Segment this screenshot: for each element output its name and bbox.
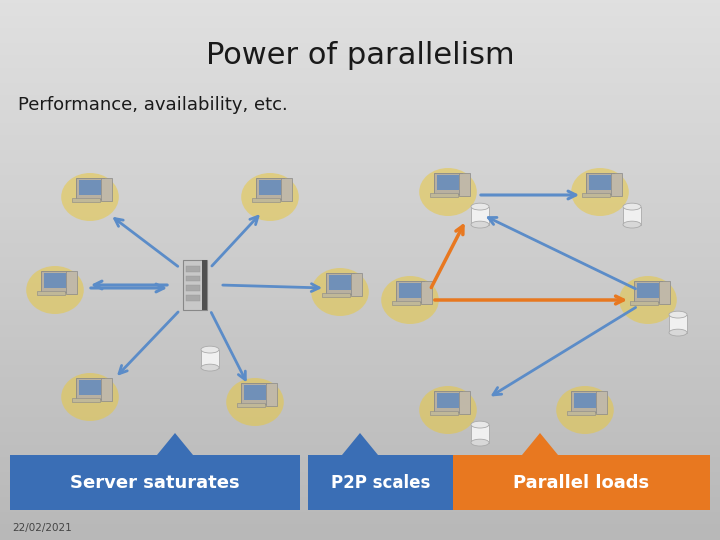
Bar <box>586 173 613 194</box>
Bar <box>459 392 469 414</box>
Bar <box>399 282 421 298</box>
Bar <box>351 273 361 296</box>
Bar <box>259 180 281 194</box>
Text: Parallel loads: Parallel loads <box>513 474 649 491</box>
Bar <box>434 173 462 194</box>
Ellipse shape <box>619 276 677 324</box>
Bar <box>266 383 276 406</box>
Bar <box>392 301 420 305</box>
Ellipse shape <box>226 378 284 426</box>
Bar <box>73 398 99 402</box>
Bar <box>459 173 469 196</box>
Bar <box>611 173 621 196</box>
Bar <box>184 260 207 310</box>
Bar <box>589 174 611 190</box>
Bar <box>631 301 657 305</box>
Bar <box>76 178 104 199</box>
Bar <box>434 392 462 412</box>
Bar <box>397 281 423 302</box>
Bar <box>73 198 99 202</box>
Bar <box>37 291 65 295</box>
Ellipse shape <box>201 346 219 353</box>
Bar <box>253 198 279 202</box>
Bar <box>79 180 101 194</box>
Bar <box>308 455 453 510</box>
Bar <box>453 455 710 510</box>
Bar <box>437 393 459 408</box>
Ellipse shape <box>623 203 641 210</box>
Bar <box>186 275 200 281</box>
Bar <box>431 193 458 197</box>
Ellipse shape <box>669 311 687 318</box>
Bar <box>42 272 68 292</box>
Polygon shape <box>157 433 193 455</box>
Ellipse shape <box>241 173 299 221</box>
Bar <box>44 273 66 288</box>
Bar <box>202 260 207 310</box>
Bar <box>471 207 489 225</box>
Bar <box>10 455 300 510</box>
Text: Server saturates: Server saturates <box>70 474 240 491</box>
Bar <box>623 207 641 225</box>
Bar <box>238 403 265 407</box>
Bar <box>76 379 104 399</box>
Bar <box>79 380 101 395</box>
Bar <box>596 392 607 414</box>
Bar <box>326 273 354 294</box>
Bar <box>329 275 351 289</box>
Bar <box>186 285 200 291</box>
Ellipse shape <box>471 439 489 446</box>
Bar <box>634 281 662 302</box>
Bar <box>669 315 687 333</box>
Bar <box>282 178 292 201</box>
Bar <box>660 281 670 304</box>
Ellipse shape <box>311 268 369 316</box>
Text: 22/02/2021: 22/02/2021 <box>12 523 72 533</box>
Ellipse shape <box>571 168 629 216</box>
Ellipse shape <box>201 364 219 371</box>
Ellipse shape <box>419 386 477 434</box>
Ellipse shape <box>669 329 687 336</box>
Bar <box>256 178 284 199</box>
Bar <box>574 393 596 408</box>
Bar <box>431 411 458 415</box>
Bar <box>437 174 459 190</box>
Bar <box>567 411 595 415</box>
Bar <box>572 392 598 412</box>
Text: Performance, availability, etc.: Performance, availability, etc. <box>18 96 288 114</box>
Bar <box>323 293 350 298</box>
Bar <box>102 178 112 201</box>
Text: Power of parallelism: Power of parallelism <box>206 40 514 70</box>
Bar <box>471 424 489 443</box>
Polygon shape <box>522 433 558 455</box>
Bar <box>582 193 610 197</box>
Bar <box>102 379 112 401</box>
Text: P2P scales: P2P scales <box>330 474 430 491</box>
Ellipse shape <box>471 221 489 228</box>
Ellipse shape <box>419 168 477 216</box>
Polygon shape <box>342 433 378 455</box>
Ellipse shape <box>471 421 489 428</box>
Bar <box>241 383 269 404</box>
Bar <box>186 295 200 301</box>
Ellipse shape <box>26 266 84 314</box>
Bar <box>66 272 76 294</box>
Bar <box>244 384 266 400</box>
Bar <box>637 282 659 298</box>
Ellipse shape <box>381 276 438 324</box>
Ellipse shape <box>61 373 119 421</box>
Bar <box>201 349 219 368</box>
Ellipse shape <box>623 221 641 228</box>
Bar <box>421 281 432 304</box>
Ellipse shape <box>471 203 489 210</box>
Ellipse shape <box>61 173 119 221</box>
Bar <box>186 266 200 272</box>
Ellipse shape <box>557 386 613 434</box>
